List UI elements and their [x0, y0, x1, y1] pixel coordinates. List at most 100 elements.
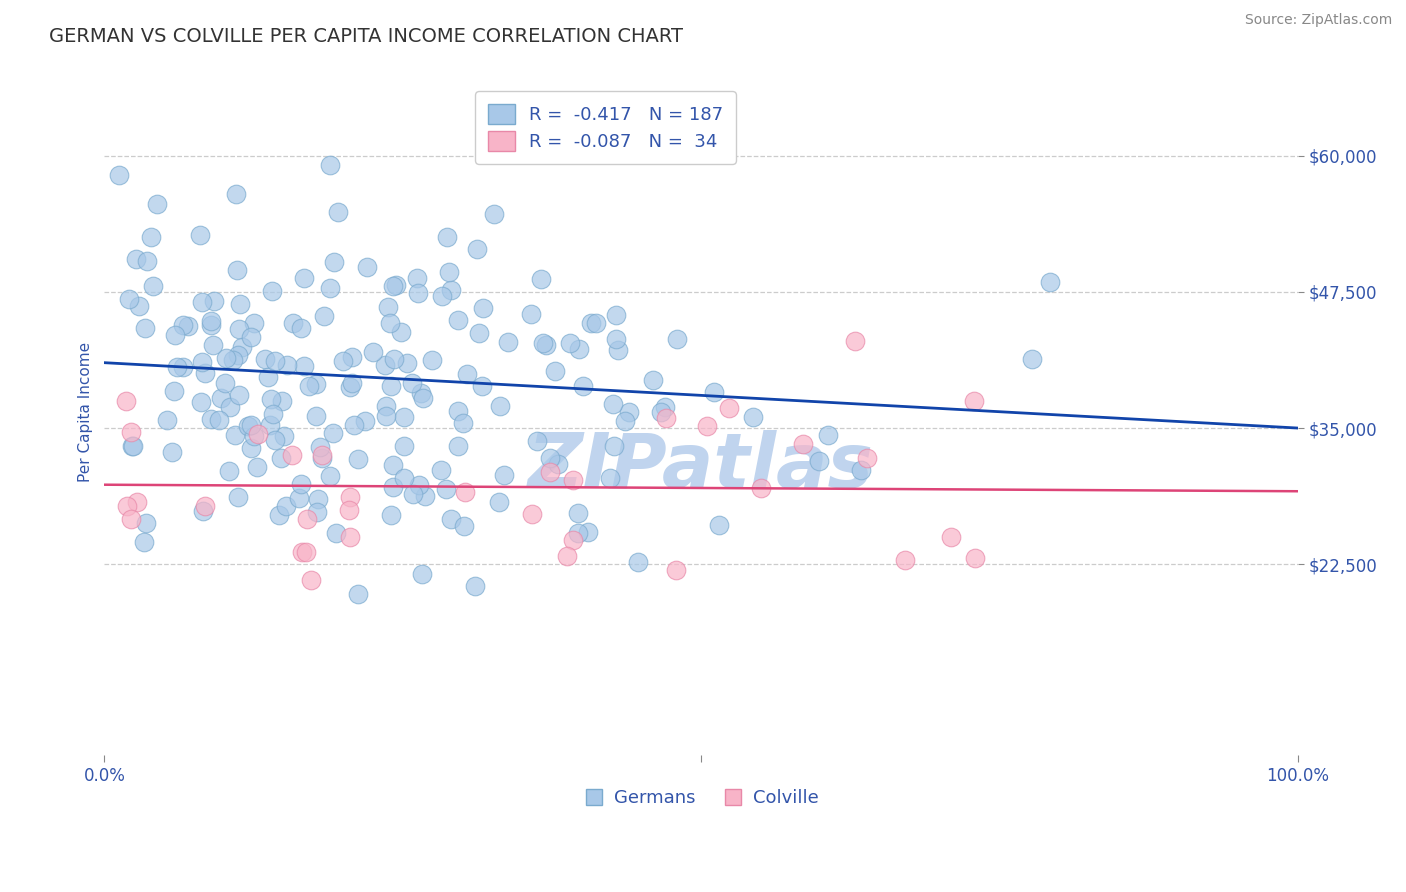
Point	[319, 158, 342, 172]
Point	[471, 379, 494, 393]
Point	[190, 395, 212, 409]
Point	[228, 322, 250, 336]
Point	[707, 517, 730, 532]
Point	[115, 500, 138, 514]
Point	[209, 391, 232, 405]
Point	[382, 351, 405, 366]
Point	[219, 400, 242, 414]
Point	[522, 507, 544, 521]
Point	[375, 399, 398, 413]
Point	[318, 281, 340, 295]
Point	[440, 283, 463, 297]
Point	[305, 376, 328, 391]
Point	[817, 428, 839, 442]
Point	[585, 316, 607, 330]
Point	[602, 439, 624, 453]
Point	[115, 393, 138, 408]
Point	[380, 508, 402, 522]
Point	[135, 516, 157, 530]
Point	[305, 505, 328, 519]
Point	[453, 519, 475, 533]
Point	[391, 325, 413, 339]
Point	[322, 254, 344, 268]
Point	[224, 428, 246, 442]
Point	[108, 168, 131, 182]
Point	[375, 409, 398, 424]
Point	[295, 544, 318, 558]
Point	[273, 428, 295, 442]
Point	[236, 418, 259, 433]
Point	[547, 457, 569, 471]
Point	[844, 334, 866, 348]
Point	[128, 299, 150, 313]
Point	[262, 407, 284, 421]
Point	[229, 296, 252, 310]
Point	[496, 334, 519, 349]
Point	[650, 405, 672, 419]
Point	[1021, 351, 1043, 366]
Point	[439, 264, 461, 278]
Point	[343, 418, 366, 433]
Point	[347, 587, 370, 601]
Point	[451, 416, 474, 430]
Point	[135, 253, 157, 268]
Point	[605, 332, 627, 346]
Point	[963, 393, 986, 408]
Point	[225, 186, 247, 201]
Point	[146, 197, 169, 211]
Point	[494, 468, 516, 483]
Y-axis label: Per Capita Income: Per Capita Income	[79, 342, 93, 482]
Point	[190, 295, 212, 310]
Point	[440, 512, 463, 526]
Point	[264, 354, 287, 368]
Point	[643, 373, 665, 387]
Point	[576, 525, 599, 540]
Point	[120, 425, 142, 439]
Point	[536, 337, 558, 351]
Point	[342, 350, 364, 364]
Legend: Germans, Colville: Germans, Colville	[576, 782, 827, 814]
Point	[139, 230, 162, 244]
Point	[177, 319, 200, 334]
Point	[243, 429, 266, 443]
Point	[172, 318, 194, 333]
Point	[392, 439, 415, 453]
Point	[242, 317, 264, 331]
Point	[356, 260, 378, 275]
Point	[374, 359, 396, 373]
Point	[339, 490, 361, 504]
Point	[260, 392, 283, 407]
Point	[380, 378, 402, 392]
Point	[408, 478, 430, 492]
Point	[703, 385, 725, 400]
Point	[222, 353, 245, 368]
Point	[385, 278, 408, 293]
Point	[231, 340, 253, 354]
Point	[267, 508, 290, 523]
Point	[567, 506, 589, 520]
Point	[163, 384, 186, 399]
Point	[322, 425, 344, 440]
Point	[337, 503, 360, 517]
Point	[538, 465, 561, 479]
Point	[581, 316, 603, 330]
Point	[482, 207, 505, 221]
Point	[392, 410, 415, 425]
Point	[605, 308, 627, 322]
Point	[489, 399, 512, 413]
Point	[291, 545, 314, 559]
Point	[401, 376, 423, 391]
Point	[200, 318, 222, 333]
Point	[456, 368, 478, 382]
Point	[454, 484, 477, 499]
Point	[406, 285, 429, 300]
Point	[298, 379, 321, 393]
Point	[274, 499, 297, 513]
Point	[276, 358, 298, 372]
Point	[561, 533, 583, 547]
Point	[292, 271, 315, 285]
Point	[613, 414, 636, 428]
Text: GERMAN VS COLVILLE PER CAPITA INCOME CORRELATION CHART: GERMAN VS COLVILLE PER CAPITA INCOME COR…	[49, 27, 683, 45]
Point	[409, 386, 432, 401]
Point	[665, 332, 688, 346]
